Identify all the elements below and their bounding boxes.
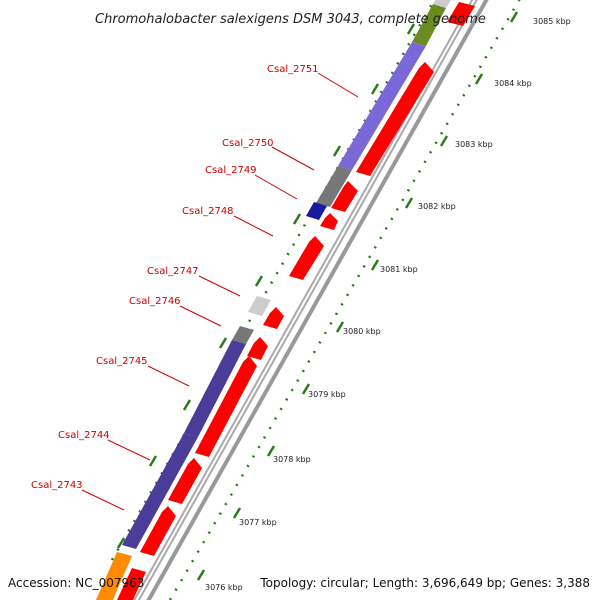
scale-tick <box>474 73 484 85</box>
reverse-gene-arrow[interactable] <box>356 62 434 176</box>
reverse-gene-arrow[interactable] <box>447 2 475 26</box>
scale-tick <box>196 569 206 581</box>
gene-label-csal-2743[interactable]: Csal_2743 <box>31 480 83 491</box>
reverse-gene-arrow[interactable] <box>320 213 338 230</box>
reverse-gene-arrow[interactable] <box>168 458 202 504</box>
gene-label-csal-2748[interactable]: Csal_2748 <box>182 206 234 217</box>
reverse-gene-arrow[interactable] <box>289 236 324 280</box>
scale-tick <box>335 321 345 333</box>
scale-tick-label: 3080 kbp <box>343 327 381 336</box>
scale-tick-label: 3084 kbp <box>494 79 532 88</box>
reverse-gene-arrow[interactable] <box>263 307 284 329</box>
gene-label-csal-2746[interactable]: Csal_2746 <box>129 296 181 307</box>
reverse-gene-arrow[interactable] <box>117 568 146 600</box>
gene-csal-2746-block[interactable] <box>232 326 254 344</box>
scale-tick-label: 3078 kbp <box>273 455 311 464</box>
gene-csal-2751-block[interactable] <box>338 42 426 170</box>
scale-tick <box>404 197 414 209</box>
gene-csal-2744-block[interactable] <box>122 433 198 549</box>
gene-label-csal-2744[interactable]: Csal_2744 <box>58 430 110 441</box>
gene-label-csal-2745[interactable]: Csal_2745 <box>96 356 148 367</box>
scale-tick <box>266 445 276 457</box>
gene-leaders <box>81 72 359 511</box>
gene-csal-2749-block[interactable] <box>306 202 327 220</box>
scale-tick <box>232 507 242 519</box>
scale-tick <box>370 259 380 271</box>
outer-ruler <box>168 0 521 600</box>
reverse-gene-arrow[interactable] <box>247 337 268 360</box>
scale-tick <box>509 11 519 23</box>
gene-csal-2753-block[interactable] <box>433 0 451 8</box>
reverse-track <box>117 2 475 600</box>
gene-csal-2747-block[interactable] <box>248 296 271 316</box>
scale-tick-label: 3083 kbp <box>455 140 493 149</box>
scale-tick-label: 3079 kbp <box>308 390 346 399</box>
scale-ticks <box>196 11 519 581</box>
scale-tick <box>301 383 311 395</box>
gene-csal-2752-block[interactable] <box>412 4 446 46</box>
gene-label-csal-2747[interactable]: Csal_2747 <box>147 266 199 277</box>
gene-label-csal-2750[interactable]: Csal_2750 <box>222 138 274 149</box>
inner-ticks <box>116 23 416 549</box>
reverse-gene-arrow[interactable] <box>331 181 358 212</box>
scale-tick-label: 3076 kbp <box>205 583 243 592</box>
reverse-gene-arrow[interactable] <box>195 356 257 457</box>
scale-tick-label: 3081 kbp <box>380 265 418 274</box>
scale-tick-label: 3077 kbp <box>239 518 277 527</box>
scale-tick-label: 3085 kbp <box>533 17 571 26</box>
scale-tick <box>439 135 449 147</box>
topology-summary: Topology: circular; Length: 3,696,649 bp… <box>260 576 590 590</box>
gene-label-csal-2751[interactable]: Csal_2751 <box>267 64 319 75</box>
gene-label-csal-2749[interactable]: Csal_2749 <box>205 165 257 176</box>
map-title: Chromohalobacter salexigens DSM 3043, co… <box>95 12 486 27</box>
backbone <box>133 0 489 600</box>
gene-csal-2750-block[interactable] <box>316 166 352 207</box>
reverse-gene-arrow[interactable] <box>140 506 176 556</box>
accession-label: Accession: NC_007963 <box>8 576 145 590</box>
forward-track <box>96 0 451 600</box>
gene-csal-2745-block[interactable] <box>184 340 246 437</box>
scale-tick-label: 3082 kbp <box>418 202 456 211</box>
gene-csal-2742-block[interactable] <box>96 552 132 600</box>
